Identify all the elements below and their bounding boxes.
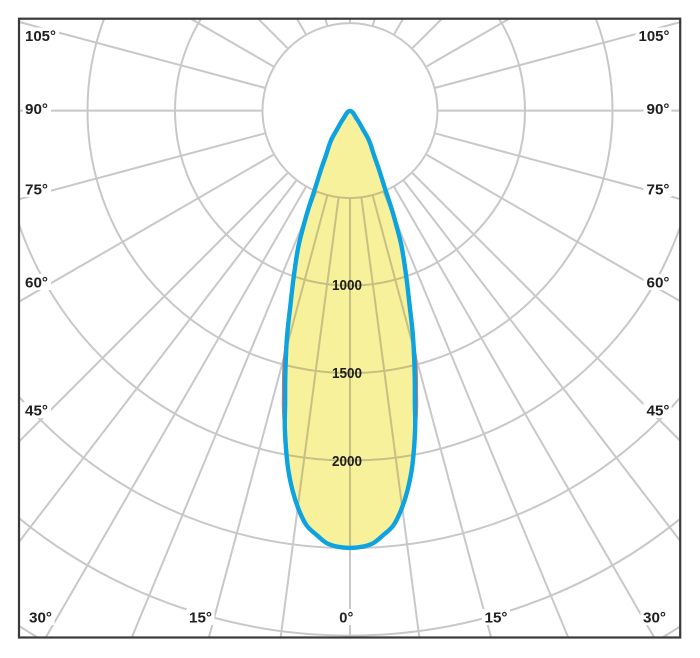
svg-text:60°: 60° <box>647 275 670 292</box>
svg-text:1500: 1500 <box>332 365 362 382</box>
svg-text:15°: 15° <box>189 610 212 627</box>
svg-text:1000: 1000 <box>332 277 362 294</box>
svg-text:45°: 45° <box>25 403 48 420</box>
svg-text:90°: 90° <box>25 101 48 118</box>
svg-text:30°: 30° <box>29 610 52 627</box>
svg-text:2000: 2000 <box>332 453 362 470</box>
svg-text:105°: 105° <box>25 28 56 45</box>
svg-text:0°: 0° <box>339 610 353 627</box>
svg-text:45°: 45° <box>647 403 670 420</box>
svg-text:105°: 105° <box>639 28 670 45</box>
svg-text:75°: 75° <box>25 182 48 199</box>
svg-text:75°: 75° <box>647 182 670 199</box>
svg-text:30°: 30° <box>643 610 666 627</box>
svg-text:15°: 15° <box>485 610 508 627</box>
svg-text:60°: 60° <box>25 275 48 292</box>
svg-text:90°: 90° <box>647 101 670 118</box>
